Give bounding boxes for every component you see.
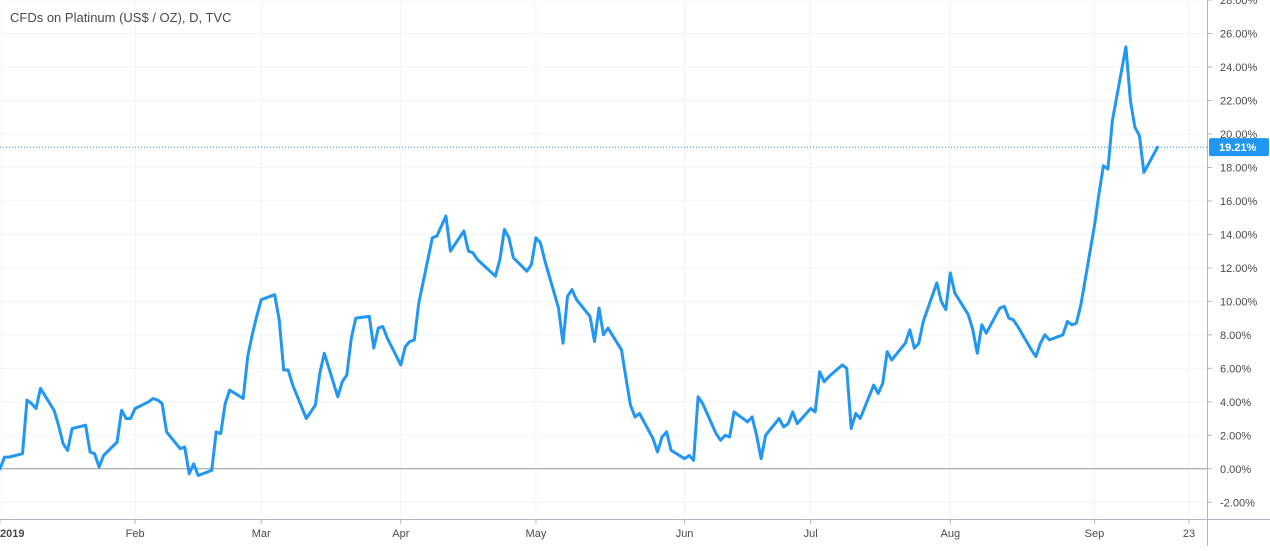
last-value-badge bbox=[1209, 138, 1269, 157]
y-tick-label: 22.00% bbox=[1220, 95, 1258, 107]
y-tick-label: 0.00% bbox=[1220, 464, 1251, 476]
grid bbox=[0, 0, 1207, 519]
chart-title: CFDs on Platinum (US$ / OZ), D, TVC bbox=[10, 10, 232, 25]
y-tick-label: 18.00% bbox=[1220, 162, 1258, 174]
y-tick-label: 28.00% bbox=[1220, 0, 1258, 7]
last-value-layer: 19.21% bbox=[0, 138, 1269, 157]
x-tick-label: Mar bbox=[252, 528, 271, 540]
series-layer bbox=[0, 45, 1159, 477]
y-tick-label: 16.00% bbox=[1220, 196, 1258, 208]
y-tick-label: 20.00% bbox=[1220, 129, 1258, 141]
y-tick-label: 4.00% bbox=[1220, 397, 1251, 409]
x-tick-label: Jun bbox=[676, 528, 694, 540]
y-tick-label: 26.00% bbox=[1220, 28, 1258, 40]
y-tick-label: 24.00% bbox=[1220, 62, 1258, 74]
y-tick-label: 12.00% bbox=[1220, 263, 1258, 275]
y-tick-label: 10.00% bbox=[1220, 296, 1258, 308]
y-tick-label: -2.00% bbox=[1220, 497, 1255, 509]
x-tick-label: Apr bbox=[392, 528, 409, 540]
y-tick-label: 8.00% bbox=[1220, 330, 1251, 342]
x-tick-label: Aug bbox=[940, 528, 960, 540]
x-tick-label: 23 bbox=[1183, 528, 1195, 540]
x-tick-label: Sep bbox=[1085, 528, 1105, 540]
y-tick-label: 2.00% bbox=[1220, 430, 1251, 442]
last-value-label: 19.21% bbox=[1219, 142, 1257, 154]
x-tick-label: 2019 bbox=[0, 528, 24, 540]
x-tick-label: May bbox=[526, 528, 547, 540]
y-tick-label: 14.00% bbox=[1220, 229, 1258, 241]
y-tick-label: 6.00% bbox=[1220, 363, 1251, 375]
x-tick-label: Feb bbox=[126, 528, 145, 540]
series-line[interactable] bbox=[0, 45, 1159, 477]
x-tick-label: Jul bbox=[804, 528, 818, 540]
